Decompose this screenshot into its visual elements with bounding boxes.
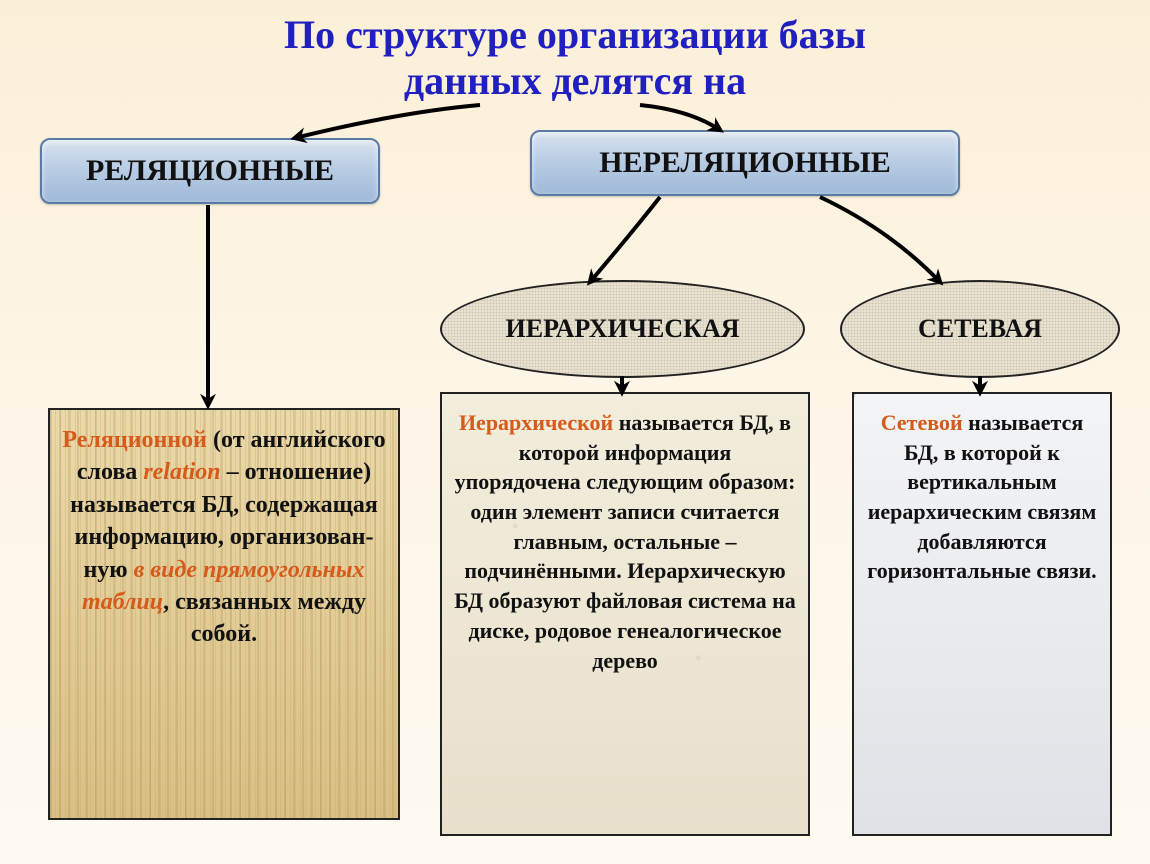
ellipse-network: СЕТЕВАЯ (840, 280, 1120, 378)
ellipse-hierarchical: ИЕРАРХИЧЕСКАЯ (440, 280, 805, 378)
box-relational: РЕЛЯЦИОННЫЕ (40, 138, 380, 204)
ellipse-network-label: СЕТЕВАЯ (918, 314, 1042, 344)
title-line1: По структуре организации базы (0, 12, 1150, 58)
page-title: По структуре организации базы данных дел… (0, 12, 1150, 104)
box-nonrelational: НЕРЕЛЯЦИОННЫЕ (530, 130, 960, 196)
arrow (295, 105, 480, 138)
card-hierarchical: Иерархической называ­ется БД, в которой … (440, 392, 810, 836)
title-line2: данных делятся на (0, 58, 1150, 104)
arrow (820, 197, 940, 282)
card-network-text: Сетевой называется БД, в которой к верти… (866, 408, 1098, 586)
arrow (590, 197, 660, 282)
card-relational-text: Реляционной (от английского слова relati… (62, 424, 386, 651)
card-network: Сетевой называется БД, в которой к верти… (852, 392, 1112, 836)
card-hierarchical-text: Иерархической называ­ется БД, в которой … (454, 408, 796, 675)
ellipse-hierarchical-label: ИЕРАРХИЧЕСКАЯ (506, 314, 740, 344)
arrow (640, 105, 720, 130)
box-nonrelational-label: НЕРЕЛЯЦИОННЫЕ (599, 146, 890, 180)
box-relational-label: РЕЛЯЦИОННЫЕ (86, 154, 334, 188)
card-relational: Реляционной (от английского слова relati… (48, 408, 400, 820)
